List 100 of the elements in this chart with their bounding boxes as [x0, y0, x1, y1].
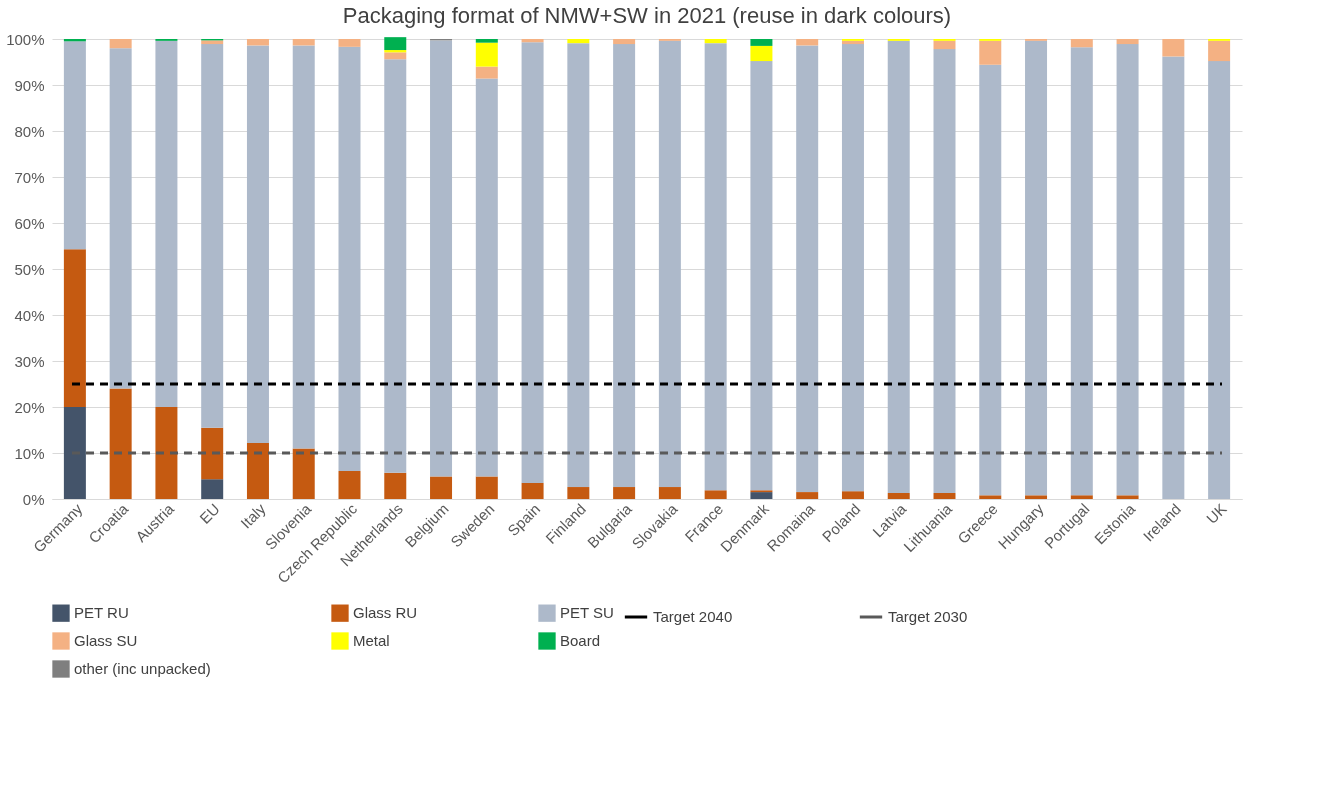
x-tick-label: UK — [1202, 500, 1230, 527]
bar — [201, 479, 224, 499]
bar — [246, 45, 269, 443]
bar — [841, 491, 864, 499]
bar — [1025, 40, 1048, 496]
bar — [475, 476, 498, 499]
legend-label: PET RU — [74, 604, 129, 622]
legend-label: Metal — [353, 632, 390, 649]
bar — [63, 407, 86, 499]
bar — [796, 39, 819, 46]
bar — [750, 39, 773, 46]
bar — [796, 492, 819, 499]
bar — [567, 487, 590, 499]
bar — [613, 487, 636, 499]
bar — [1208, 40, 1231, 62]
legend-label: Board — [560, 632, 601, 649]
legend-label: Target 2040 — [653, 608, 733, 625]
bar — [567, 43, 590, 488]
bar — [430, 40, 453, 477]
y-tick-label: 70% — [14, 168, 45, 186]
bar — [155, 407, 178, 499]
bar — [109, 48, 132, 389]
bar — [201, 44, 224, 428]
y-tick-label: 30% — [14, 352, 45, 370]
bar — [338, 39, 361, 47]
bar — [1116, 44, 1139, 496]
bar — [613, 39, 636, 45]
bar — [658, 487, 681, 499]
legend-label: other (inc unpacked) — [74, 660, 211, 677]
bar — [1070, 39, 1093, 48]
bar — [201, 427, 224, 480]
bar — [521, 482, 544, 499]
bar — [109, 388, 132, 499]
bar — [63, 41, 86, 250]
bar — [384, 59, 407, 473]
bar — [292, 45, 315, 449]
y-tick-label: 50% — [14, 260, 45, 278]
bar — [338, 470, 361, 499]
bar — [796, 45, 819, 493]
bar — [1162, 39, 1185, 57]
bar — [109, 39, 132, 49]
legend-label: Glass RU — [353, 604, 418, 622]
bar — [338, 46, 361, 471]
bar — [704, 43, 727, 491]
bar — [63, 249, 86, 407]
bar — [475, 66, 498, 79]
y-tick-label: 100% — [6, 30, 45, 48]
y-tick-label: 80% — [14, 122, 45, 140]
bar — [750, 45, 773, 62]
bar — [979, 495, 1002, 499]
y-tick-label: 0% — [22, 490, 45, 508]
bar — [841, 40, 864, 45]
bar — [704, 490, 727, 499]
x-tick-label: EU — [196, 500, 223, 527]
bar — [384, 52, 407, 60]
bar — [658, 40, 681, 488]
bar — [567, 39, 590, 44]
bar — [384, 37, 407, 51]
bar — [1070, 495, 1093, 499]
bar — [430, 476, 453, 499]
bar — [155, 40, 178, 407]
y-tick-label: 10% — [14, 444, 45, 462]
bar — [1025, 495, 1048, 499]
bar — [933, 49, 956, 494]
bar — [613, 44, 636, 488]
bar — [1116, 495, 1139, 499]
bar — [933, 40, 956, 50]
y-tick-label: 60% — [14, 214, 45, 232]
legend-label: Target 2030 — [888, 608, 968, 625]
bar — [841, 44, 864, 492]
y-tick-label: 20% — [14, 398, 45, 416]
bar — [201, 40, 224, 45]
bar — [979, 40, 1002, 65]
bar — [246, 442, 269, 499]
bar — [475, 42, 498, 67]
bar — [1116, 39, 1139, 45]
bar — [750, 492, 773, 499]
bar — [1208, 61, 1231, 499]
bar — [704, 39, 727, 44]
bar — [750, 61, 773, 491]
y-tick-label: 40% — [14, 306, 45, 324]
chart-title: Packaging format of NMW+SW in 2021 (reuse in dark colours) — [342, 3, 952, 28]
bar — [292, 448, 315, 499]
legend-label: PET SU — [560, 604, 614, 622]
bar — [979, 64, 1002, 496]
bar — [1162, 56, 1185, 499]
bar — [246, 39, 269, 46]
bar — [292, 39, 315, 46]
x-tick-label: Italy — [237, 499, 269, 532]
bar — [521, 39, 544, 43]
bar — [521, 42, 544, 483]
bar — [475, 78, 498, 477]
bar — [887, 493, 910, 499]
legend-label: Glass SU — [74, 632, 138, 649]
bar — [1070, 47, 1093, 496]
bar — [933, 493, 956, 499]
y-tick-label: 90% — [14, 76, 45, 94]
bar — [384, 472, 407, 499]
bar — [887, 40, 910, 494]
bar — [475, 39, 498, 43]
